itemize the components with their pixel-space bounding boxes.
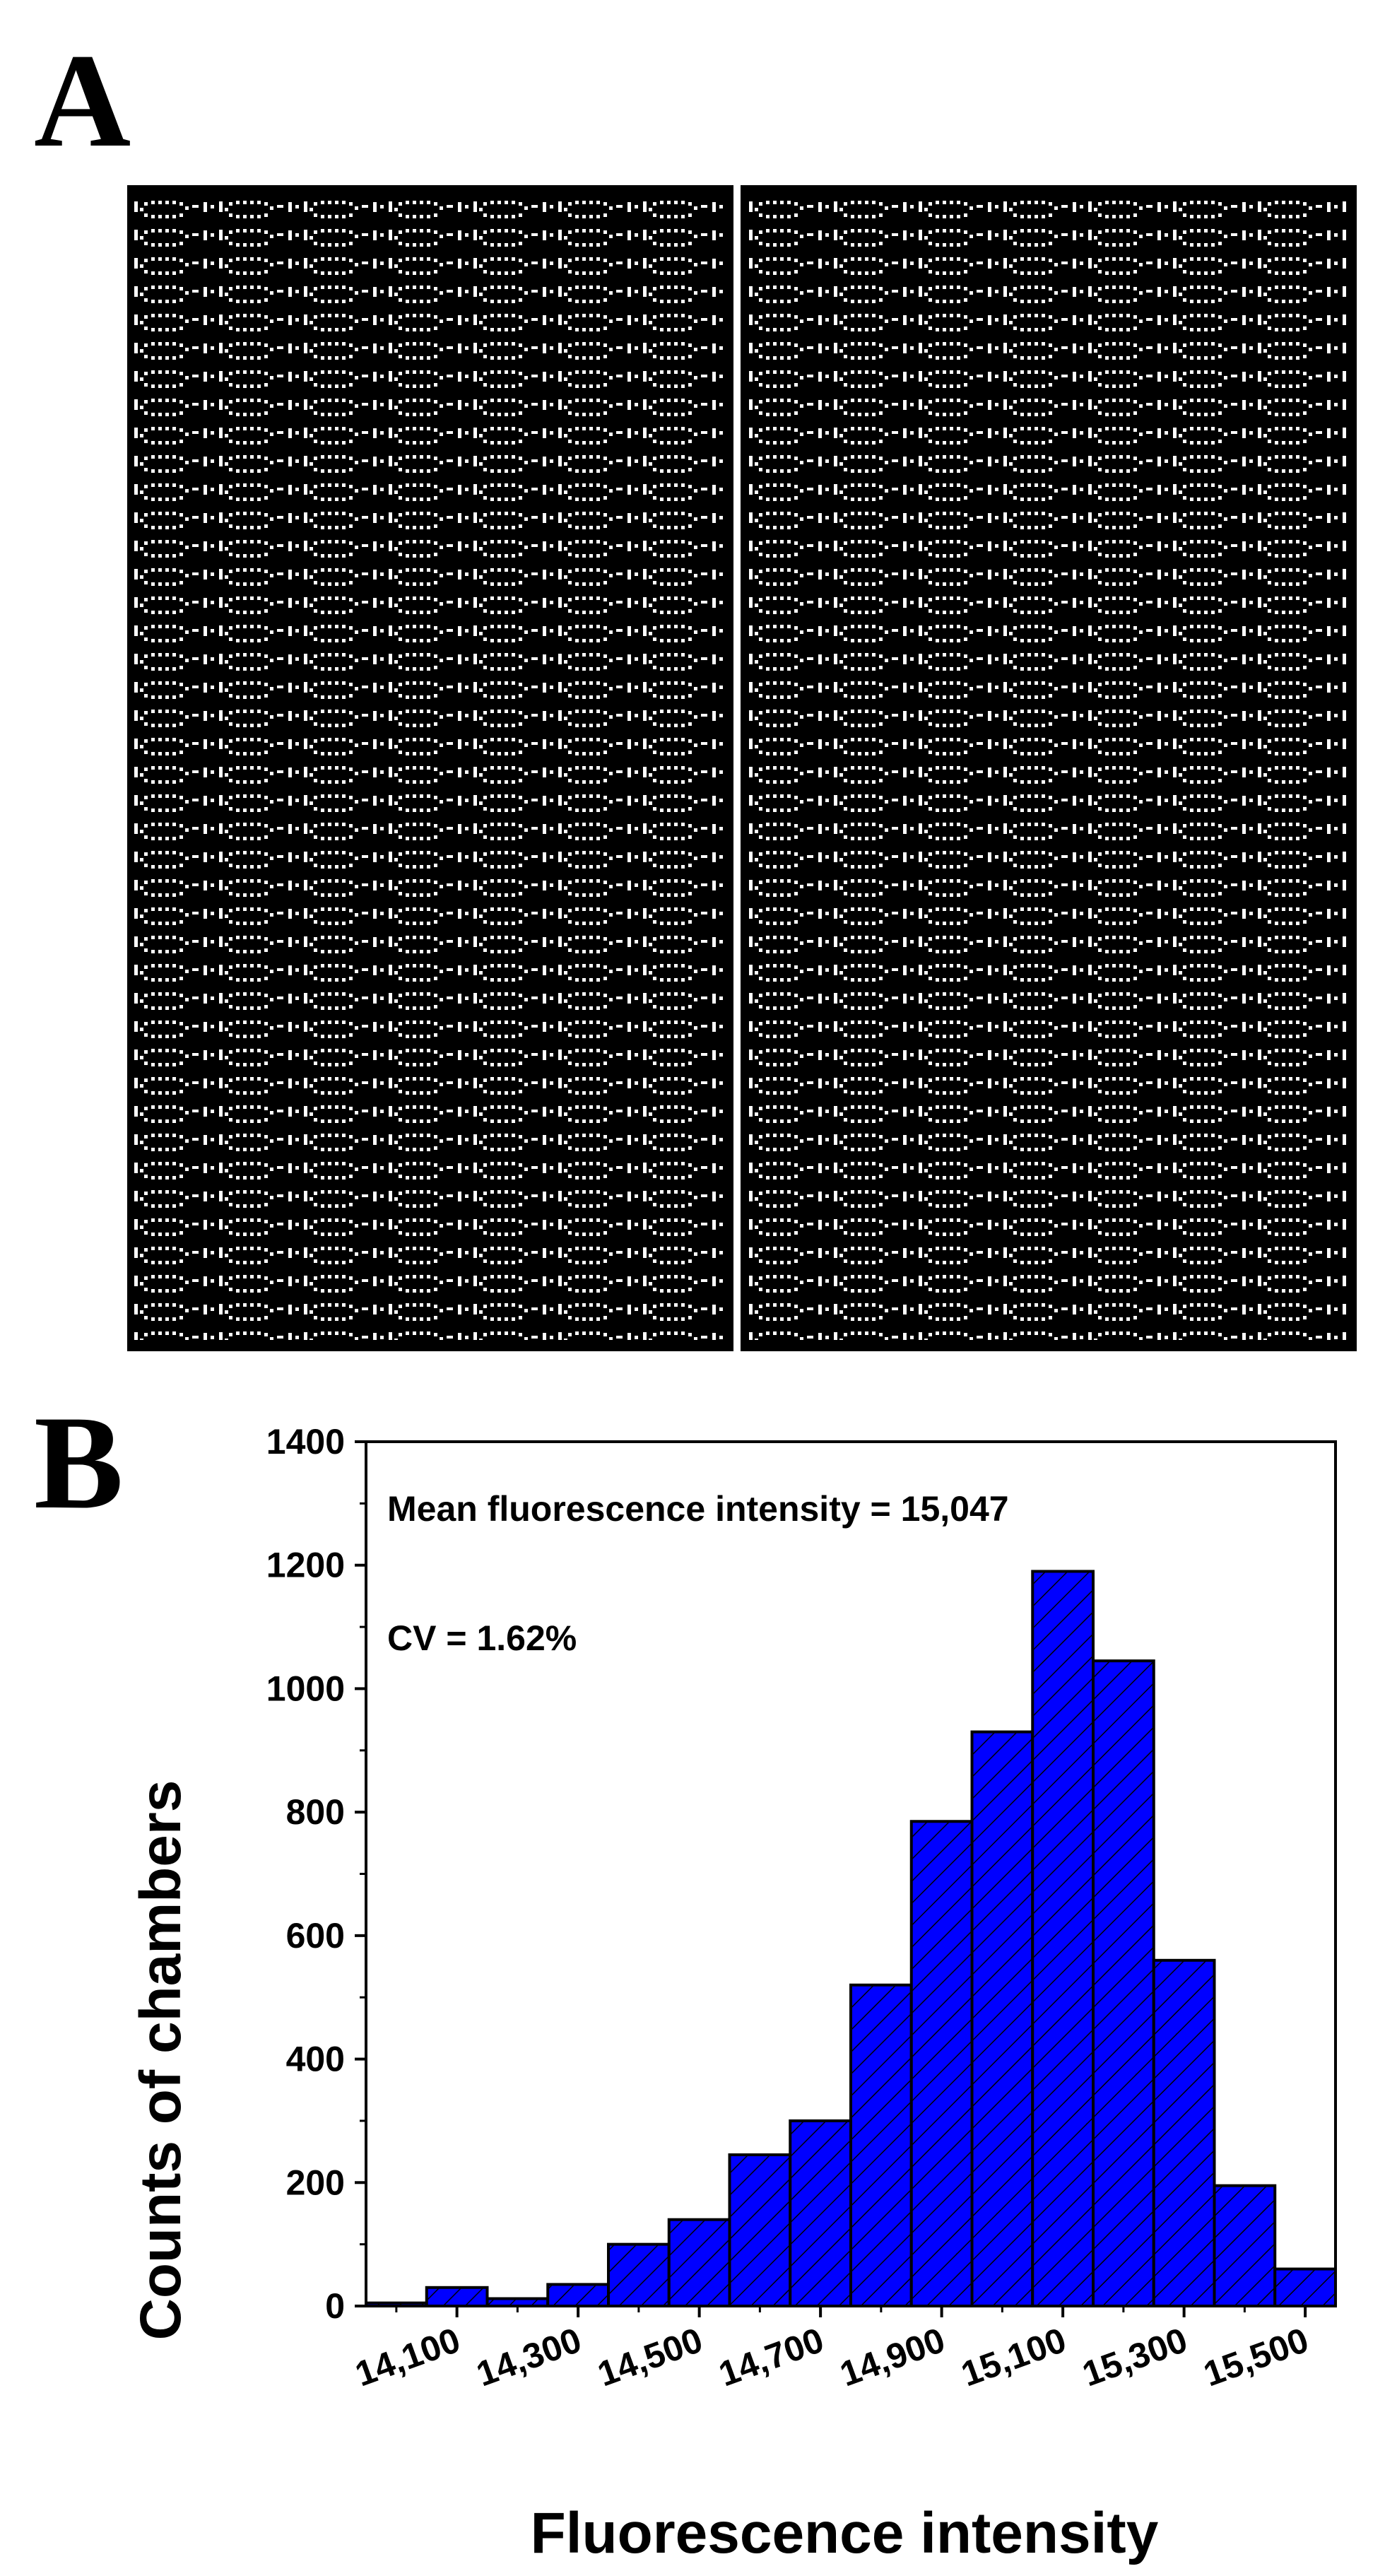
y-tick-label: 400	[286, 2040, 345, 2079]
y-axis-label: Counts of chambers	[129, 1780, 193, 2341]
annotation-mean: Mean fluorescence intensity = 15,047	[387, 1489, 1009, 1529]
x-tick-label: 14,900	[835, 2320, 950, 2394]
x-tick-label: 15,500	[1198, 2320, 1314, 2394]
y-tick-label: 600	[286, 1916, 345, 1955]
y-tick-label: 0	[325, 2286, 345, 2326]
histogram-bars	[365, 1570, 1337, 2308]
histogram-bar-hatch	[970, 1730, 1035, 2308]
chart-axes	[355, 1440, 1337, 2317]
x-tick-label: 14,700	[714, 2320, 829, 2394]
y-tick-label: 1200	[266, 1546, 345, 1585]
histogram-bar-hatch	[425, 2286, 489, 2307]
chamber-array-left	[134, 198, 728, 1340]
x-tick-label: 14,300	[471, 2320, 586, 2394]
x-tick-label: 15,300	[1078, 2320, 1193, 2394]
chamber-array-right	[748, 198, 1348, 1340]
annotation-cv: CV = 1.62%	[387, 1618, 577, 1658]
y-tick-label: 800	[286, 1792, 345, 1832]
x-axis-label: Fluorescence intensity	[531, 2501, 1159, 2565]
y-tick-label: 200	[286, 2163, 345, 2202]
x-tick-label: 14,500	[593, 2320, 708, 2394]
histogram-bar-hatch	[789, 2119, 852, 2308]
fluorescence-micrograph	[127, 185, 1357, 1351]
histogram-bar-hatch	[1152, 1958, 1216, 2307]
y-tick-label: 1400	[266, 1422, 345, 1462]
panel-label-a: A	[34, 27, 131, 175]
histogram-bar-hatch	[1273, 2267, 1337, 2307]
y-tick-label: 1000	[266, 1669, 345, 1708]
x-tick-label: 14,100	[350, 2320, 466, 2394]
histogram-bar-hatch	[849, 1983, 913, 2307]
x-tick-label: 15,100	[956, 2320, 1071, 2394]
panel-label-b: B	[34, 1389, 124, 1537]
histogram-bar-hatch	[1092, 1659, 1155, 2307]
histogram-bar-hatch	[607, 2242, 671, 2307]
histogram-bar-hatch	[1213, 2184, 1277, 2307]
histogram-bar-hatch	[667, 2218, 731, 2307]
micrograph-divider	[733, 185, 741, 1351]
histogram-bar-hatch	[1031, 1570, 1095, 2308]
histogram-bar-hatch	[909, 1820, 974, 2307]
histogram-bar-hatch	[546, 2283, 610, 2308]
histogram-bar-hatch	[728, 2153, 792, 2307]
